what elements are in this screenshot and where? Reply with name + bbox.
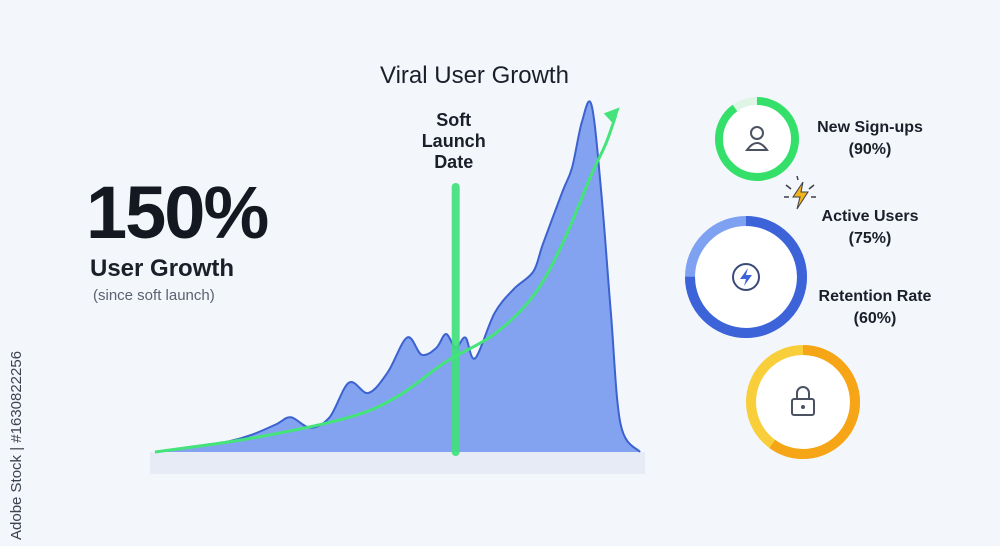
metric-label-signups: New Sign-ups (90%) [805,117,935,162]
growth-area [155,101,640,452]
donut-arc [685,216,807,338]
chart-baseline [150,452,645,474]
chart-title: Viral User Growth [380,62,569,89]
kpi-label: User Growth [90,255,235,282]
burst-ray [808,184,815,190]
metric-value: (75%) [848,230,892,248]
trend-line [154,114,618,454]
burst-ray [796,175,799,181]
trend-arrow-icon [603,107,620,125]
stock-id-watermark: Adobe Stock | #1630822256 [8,350,25,540]
person-icon [750,126,764,140]
metric-name: Active Users [821,208,919,225]
burst-ray [785,184,792,190]
metric-value: (90%) [848,141,892,159]
soft-launch-label-line: Soft [436,110,471,130]
soft-launch-label-line: Launch [422,131,486,151]
donut-arc [715,97,799,181]
kpi-sublabel: (since soft launch) [93,287,215,304]
kpi-value: 150% [86,171,269,254]
metric-value: (60%) [853,310,897,328]
metric-name: Retention Rate [818,288,932,305]
lock-icon-keyhole [801,405,805,409]
lock-icon [791,398,815,416]
metric-name: New Sign-ups [817,119,923,136]
lightning-icon [740,268,752,286]
lock-icon-shackle [796,386,810,399]
donut-arc [746,345,860,459]
metric-label-active: Active Users (75%) [805,206,935,251]
lightning-burst-icon [792,181,809,210]
growth-area-edge [154,100,641,453]
metric-label-retention: Retention Rate (60%) [805,286,945,331]
soft-launch-label-line: Date [434,152,473,172]
person-icon-body [745,142,769,151]
lightning-icon-ring [732,263,760,291]
